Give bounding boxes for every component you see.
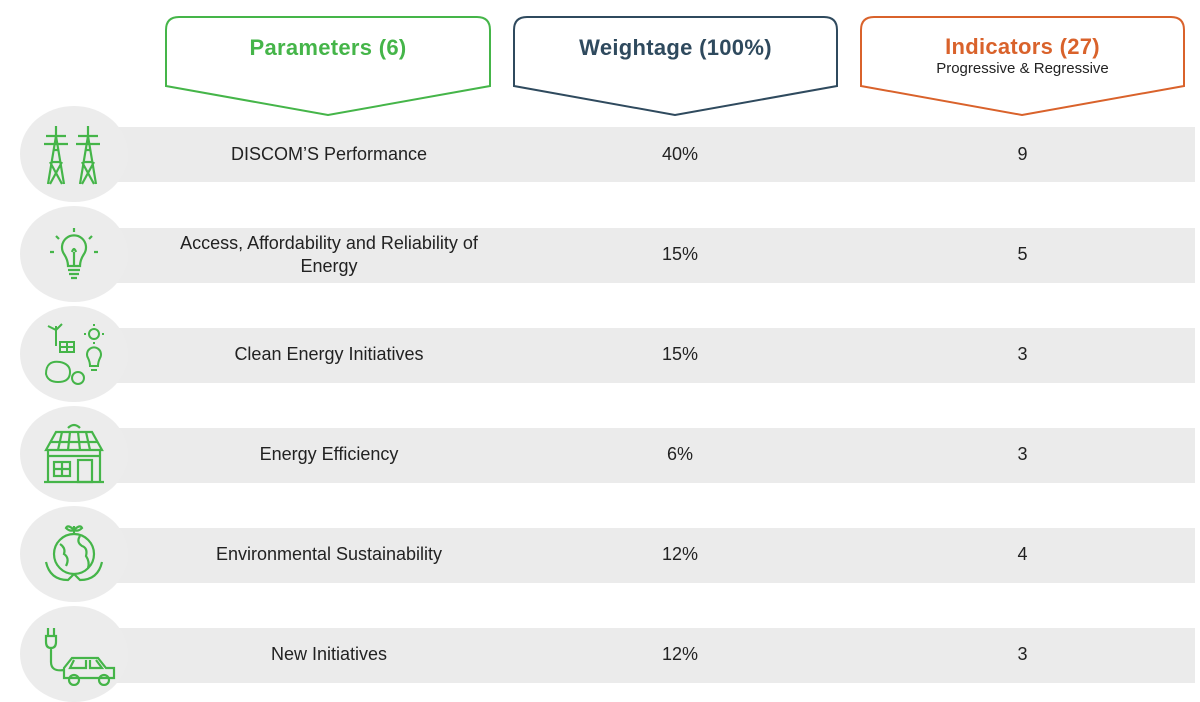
indicators-header: Indicators (27) Progressive & Regressive (860, 16, 1185, 116)
table-row (70, 528, 1195, 583)
weightage-value: 40% (661, 144, 699, 164)
indicator-count: 9 (1017, 144, 1028, 164)
weightage-header: Weightage (100%) (513, 16, 838, 116)
table-row (70, 628, 1195, 683)
indicators-header-subtitle: Progressive & Regressive (936, 60, 1109, 77)
table-row (70, 127, 1195, 182)
light-bulb-icon (20, 206, 128, 302)
power-tower-icon (20, 106, 128, 202)
parameter-label: New Initiatives (270, 644, 388, 664)
weightage-value: 6% (666, 444, 693, 464)
weightage-value: 15% (661, 344, 699, 364)
indicator-count: 4 (1017, 544, 1028, 564)
electric-vehicle-icon (20, 606, 128, 702)
clean-energy-icon (20, 306, 128, 402)
weightage-header-title: Weightage (100%) (579, 35, 772, 60)
indicator-count: 3 (1017, 344, 1028, 364)
weightage-value: 15% (661, 244, 699, 264)
indicator-count: 3 (1017, 644, 1028, 664)
parameter-label: Clean Energy Initiatives (234, 344, 424, 364)
parameters-header: Parameters (6) (165, 16, 491, 116)
parameter-label: DISCOM’S Performance (230, 144, 428, 164)
weightage-value: 12% (661, 544, 699, 564)
parameter-label: Energy Efficiency (259, 444, 399, 464)
table-row (70, 428, 1195, 483)
indicators-header-title: Indicators (27) (945, 34, 1100, 59)
indicator-count: 3 (1017, 444, 1028, 464)
weightage-value: 12% (661, 644, 699, 664)
parameters-header-title: Parameters (6) (249, 35, 407, 60)
table-row (70, 328, 1195, 383)
parameter-label: Access, Affordability and Reliability of… (180, 233, 478, 276)
parameter-label: Environmental Sustainability (215, 544, 443, 564)
globe-hands-icon (20, 506, 128, 602)
indicator-count: 5 (1017, 244, 1028, 264)
table-row (70, 228, 1195, 283)
efficient-building-icon (20, 406, 128, 502)
